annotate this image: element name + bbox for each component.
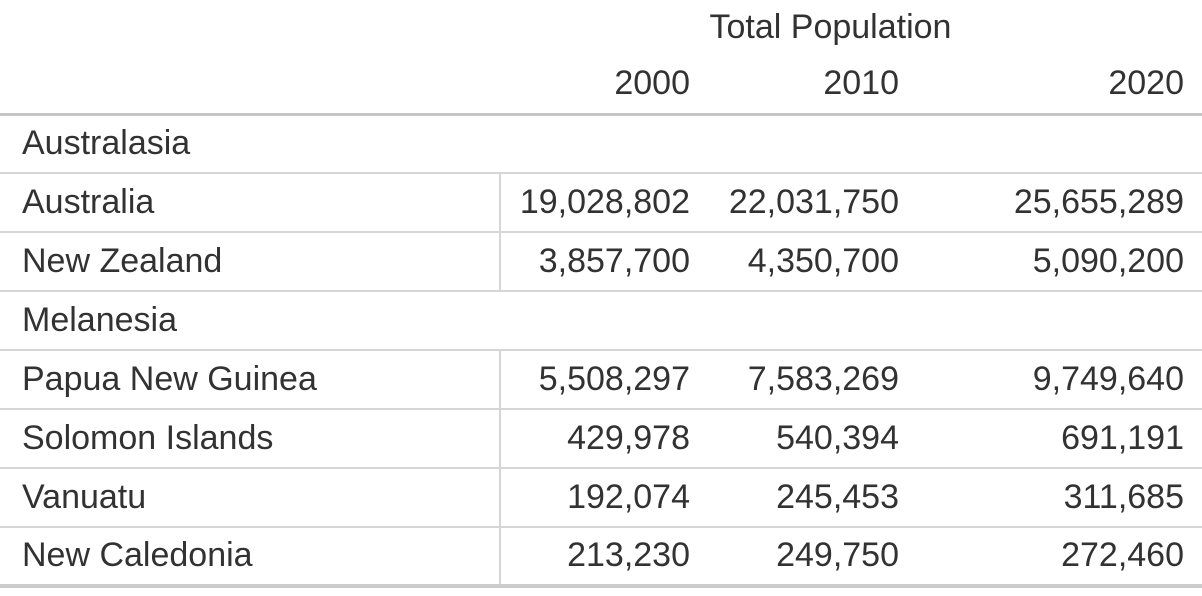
group-header-row: Melanesia — [0, 291, 1202, 351]
group-header-row: Australasia — [0, 114, 1202, 174]
group-label: Melanesia — [0, 291, 1202, 351]
population-value: 249,750 — [708, 527, 917, 588]
table-row: Papua New Guinea 5,508,297 7,583,269 9,749,… — [0, 350, 1202, 410]
year-header: 2020 — [917, 55, 1202, 116]
population-value: 25,655,289 — [917, 173, 1202, 233]
population-value: 3,857,700 — [500, 232, 708, 292]
row-label: Vanuatu — [0, 468, 501, 528]
row-label: Papua New Guinea — [0, 350, 501, 410]
table-title: Total Population — [709, 7, 952, 46]
table-row: Vanuatu 192,074 245,453 311,685 — [0, 468, 1202, 528]
table-row: New Caledonia 213,230 249,750 272,460 — [0, 527, 1202, 588]
population-value: 311,685 — [917, 468, 1202, 528]
population-value: 22,031,750 — [708, 173, 917, 233]
population-value: 7,583,269 — [708, 350, 917, 410]
population-value: 9,749,640 — [917, 350, 1202, 410]
row-label: New Caledonia — [0, 527, 501, 588]
row-label: New Zealand — [0, 232, 501, 292]
year-header: 2010 — [708, 55, 917, 116]
population-value: 5,090,200 — [917, 232, 1202, 292]
table-row: Australia 19,028,802 22,031,750 25,655,289 — [0, 173, 1202, 233]
population-value: 213,230 — [500, 527, 708, 588]
population-value: 540,394 — [708, 409, 917, 469]
population-value: 429,978 — [500, 409, 708, 469]
population-value: 245,453 — [708, 468, 917, 528]
table-body: Australasia Australia 19,028,802 22,031,750… — [0, 114, 1202, 588]
row-label: Australia — [0, 173, 501, 233]
population-value: 4,350,700 — [708, 232, 917, 292]
population-value: 5,508,297 — [500, 350, 708, 410]
population-value: 272,460 — [917, 527, 1202, 588]
year-header: 2000 — [500, 55, 708, 116]
group-label: Australasia — [0, 114, 1202, 174]
title-row: Total Population — [0, 0, 1202, 55]
corner-spacer — [0, 55, 500, 116]
population-value: 19,028,802 — [500, 173, 708, 233]
table-row: New Zealand 3,857,700 4,350,700 5,090,200 — [0, 232, 1202, 292]
year-header-row: 2000 2010 2020 — [0, 55, 1202, 116]
table-header: Total Population 2000 2010 2020 — [0, 0, 1202, 116]
row-label: Solomon Islands — [0, 409, 501, 469]
table-row: Solomon Islands 429,978 540,394 691,191 — [0, 409, 1202, 469]
population-value: 691,191 — [917, 409, 1202, 469]
corner-spacer — [0, 0, 500, 55]
population-value: 192,074 — [500, 468, 708, 528]
